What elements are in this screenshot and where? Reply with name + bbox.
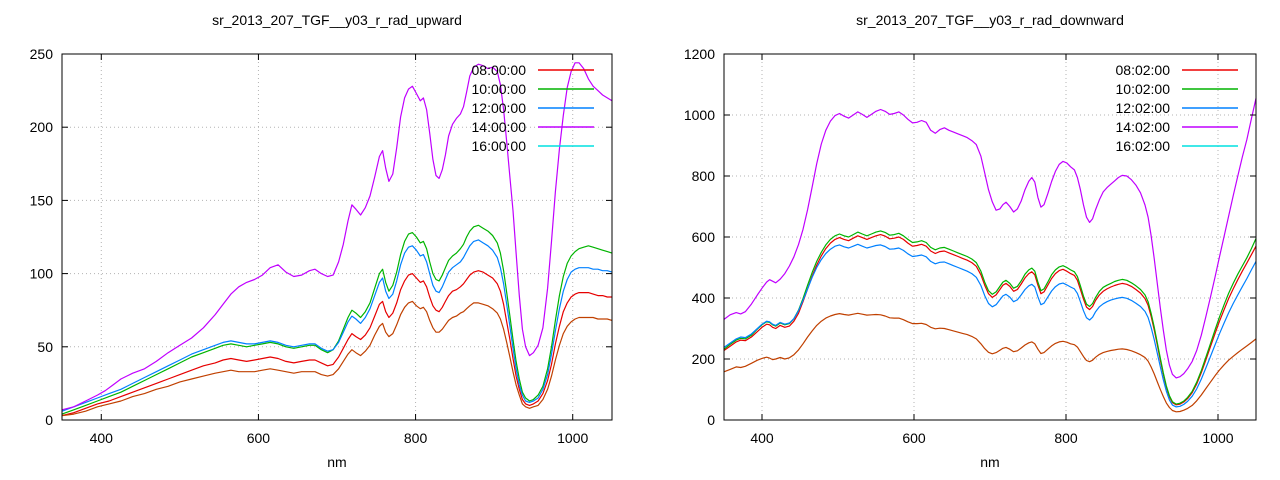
legend-label: 16:02:00: [1116, 138, 1171, 154]
series-curve-2: [61, 239, 613, 412]
legend-label: 12:02:00: [1116, 100, 1171, 116]
x-tick-label: 400: [90, 430, 114, 446]
x-tick-label: 400: [750, 430, 774, 446]
y-tick-label: 0: [45, 412, 53, 428]
y-tick-label: 200: [692, 351, 716, 367]
legend-label: 10:00:00: [472, 81, 527, 97]
series-curve-4: [723, 312, 1257, 413]
y-tick-label: 250: [30, 46, 54, 62]
series-curve-4: [61, 300, 613, 417]
y-tick-label: 200: [30, 119, 54, 135]
legend-label: 16:00:00: [472, 138, 527, 154]
x-tick-label: 800: [1054, 430, 1078, 446]
y-tick-label: 400: [692, 290, 716, 306]
chart-title: sr_2013_207_TGF__y03_r_rad_upward: [212, 12, 462, 28]
series-curve-0: [723, 234, 1257, 406]
legend-label: 10:02:00: [1116, 81, 1171, 97]
x-tick-label: 1000: [557, 430, 588, 446]
x-tick-label: 600: [247, 430, 271, 446]
chart-title: sr_2013_207_TGF__y03_r_rad_downward: [856, 12, 1124, 28]
y-tick-label: 600: [692, 229, 716, 245]
x-tick-label: 1000: [1202, 430, 1233, 446]
y-tick-label: 1200: [684, 46, 715, 62]
legend-label: 12:00:00: [472, 100, 527, 116]
y-tick-label: 0: [707, 412, 715, 428]
y-tick-label: 1000: [684, 107, 715, 123]
x-tick-label: 600: [902, 430, 926, 446]
y-tick-label: 150: [30, 192, 54, 208]
chart-rad-downward: 400 600 800 1000 0 200 400 600 800 1000 1200 08:02:…: [684, 12, 1257, 470]
y-tick-label: 800: [692, 168, 716, 184]
series-curve-3: [723, 98, 1257, 379]
series-curve-2: [723, 243, 1257, 408]
legend-label: 14:00:00: [472, 119, 527, 135]
series-curve-0: [61, 270, 612, 417]
y-tick-label: 50: [37, 339, 53, 355]
series-curve-1: [61, 224, 613, 415]
x-axis-label: nm: [327, 454, 346, 470]
legend-label: 14:02:00: [1116, 119, 1171, 135]
y-tick-label: 100: [30, 266, 54, 282]
x-axis-label: nm: [980, 454, 999, 470]
series-curve-1: [723, 230, 1257, 405]
legend-label: 08:02:00: [1116, 62, 1171, 78]
series-curve-3: [61, 62, 613, 411]
x-tick-label: 800: [404, 430, 428, 446]
chart-rad-upward: 400 600 800 1000 0 50 100 150 200 250 08:00:00 10:0…: [30, 12, 613, 470]
plot-border: [61, 53, 613, 421]
legend-label: 08:00:00: [472, 62, 527, 78]
